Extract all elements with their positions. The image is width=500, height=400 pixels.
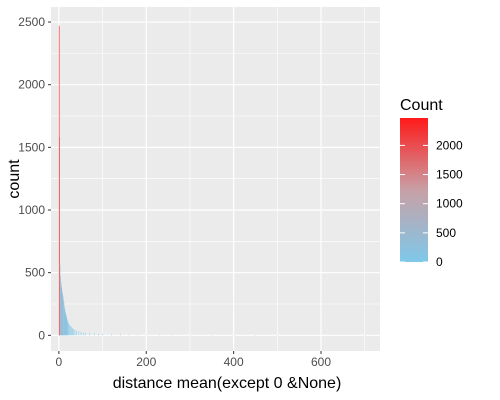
histogram-bar	[62, 293, 63, 336]
histogram-bar	[73, 329, 74, 336]
histogram-bar	[85, 332, 86, 336]
minor-gridlines	[51, 7, 380, 351]
legend-tick-label: 1500	[436, 168, 463, 182]
histogram-bar	[255, 335, 257, 336]
x-tick-label: 600	[311, 355, 331, 369]
histogram-bar	[189, 334, 191, 336]
histogram-bar	[128, 334, 130, 336]
histogram-bar	[62, 296, 64, 336]
histogram-bar	[111, 334, 112, 336]
histogram-bar	[66, 319, 68, 336]
histogram-bar	[93, 333, 95, 336]
histogram-bar	[120, 334, 121, 336]
histogram-bar	[63, 302, 65, 336]
histogram-bar	[70, 325, 71, 336]
y-tick-label: 500	[25, 266, 45, 280]
histogram-bar	[80, 331, 82, 336]
histogram-bar	[66, 317, 67, 336]
legend-tick-label: 1000	[436, 197, 463, 211]
histogram-bar	[64, 311, 66, 336]
x-tick-label: 200	[136, 355, 156, 369]
histogram-bar	[64, 306, 65, 336]
y-axis: 0 500 1000 1500 2000 2500	[18, 15, 51, 342]
histogram-bar	[59, 265, 61, 336]
histogram-bar	[69, 324, 70, 336]
histogram-bar	[71, 328, 73, 336]
plot-panel	[51, 7, 380, 351]
histogram-bar	[76, 330, 77, 336]
x-axis-title: distance mean(except 0 &None)	[113, 375, 342, 392]
x-tick-label: 400	[224, 355, 244, 369]
histogram-bar	[89, 333, 91, 336]
y-axis-title: count	[6, 159, 23, 199]
histogram-bar	[58, 25, 60, 336]
histogram-bar	[67, 320, 68, 336]
histogram-bar	[63, 300, 64, 336]
histogram-bar	[211, 334, 213, 336]
legend: Count 0 500 1000 1500 2000	[400, 97, 463, 269]
histogram-bar	[61, 287, 63, 336]
histogram-bar	[146, 334, 147, 336]
legend-colorbar	[400, 118, 428, 262]
legend-tick-label: 0	[436, 255, 443, 269]
legend-tick-label: 2000	[436, 138, 463, 152]
histogram-bar	[61, 291, 63, 336]
y-tick-label: 2000	[18, 78, 45, 92]
histogram-bar	[60, 276, 61, 336]
histogram-bar	[59, 137, 60, 336]
histogram-bar	[71, 327, 72, 336]
histogram-bar	[60, 281, 62, 336]
legend-title: Count	[400, 97, 443, 114]
y-tick-label: 1500	[18, 140, 45, 154]
histogram-bar	[74, 329, 76, 336]
histogram-bar	[98, 333, 99, 336]
histogram-bar	[61, 285, 62, 336]
y-tick-label: 1000	[18, 203, 45, 217]
histogram-bars	[58, 25, 366, 336]
histogram-bar	[64, 309, 66, 336]
histogram-bar	[67, 321, 69, 336]
histogram-bar	[159, 334, 160, 336]
legend-ticks: 0 500 1000 1500 2000	[400, 138, 463, 269]
histogram-bar	[137, 334, 139, 336]
x-tick-label: 0	[56, 355, 63, 369]
histogram-bar	[82, 332, 84, 336]
y-tick-label: 0	[38, 328, 45, 342]
major-gridlines	[51, 7, 380, 351]
histogram-bar	[172, 334, 174, 336]
histogram-bar	[233, 335, 235, 336]
histogram-bar	[277, 335, 278, 336]
histogram-bar	[364, 335, 366, 336]
legend-tick-label: 500	[436, 226, 456, 240]
histogram-bar	[102, 333, 104, 336]
histogram-bar	[65, 313, 67, 336]
y-tick-label: 2500	[18, 15, 45, 29]
histogram-bar	[65, 315, 67, 336]
histogram-bar	[68, 323, 70, 336]
x-axis: 0 200 400 600	[56, 351, 331, 369]
histogram-bar	[78, 331, 80, 336]
